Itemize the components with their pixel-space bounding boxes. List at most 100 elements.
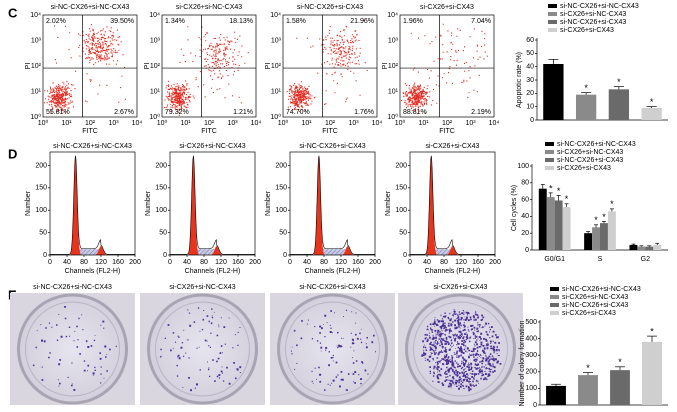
y-tick-label: 10⁴ (149, 12, 160, 19)
legend-swatch (548, 20, 557, 24)
colonies (421, 309, 502, 392)
significance-mark: * (610, 199, 614, 209)
x-tick-label: 10⁴ (251, 120, 262, 127)
x-tick-label: 10² (325, 120, 336, 127)
legend-swatch (550, 303, 559, 307)
y-tick-label: 50 (399, 229, 407, 236)
bar (645, 246, 654, 250)
y-tick-label: 200 (35, 162, 47, 169)
dish-rim (147, 293, 258, 405)
bar (610, 370, 630, 405)
bar (600, 223, 608, 250)
legend-swatch (545, 150, 554, 154)
g2-peak (95, 246, 107, 255)
y-tick-label: 10² (388, 63, 399, 70)
panel-label: C (8, 5, 18, 20)
y-tick-label: 100 (525, 385, 537, 392)
y-axis-label: PI (25, 63, 32, 70)
x-tick-label: 10³ (108, 120, 119, 127)
dish-inner (413, 301, 508, 397)
x-tick-label: 80 (440, 259, 448, 266)
significance-mark: * (586, 363, 590, 373)
x-tick-label: 10³ (227, 120, 238, 127)
significance-mark: * (584, 83, 588, 93)
y-tick-label: 80 (521, 180, 529, 187)
plot-title: si-NC-CX26+si-CX43 (297, 4, 363, 11)
y-tick-label: 200 (525, 369, 537, 376)
g2-peak (342, 246, 353, 255)
fit-curve (410, 155, 495, 255)
event-dots (400, 23, 488, 115)
y-tick-label: 10³ (150, 37, 161, 44)
x-tick-label: 10⁰ (157, 119, 168, 127)
x-tick-label: G0/G1 (544, 256, 565, 263)
bar (546, 385, 566, 405)
y-axis-label: Number (385, 190, 392, 216)
x-tick-label: 10³ (348, 120, 359, 127)
y-tick-label: 0 (533, 402, 537, 409)
x-axis-label: FITC (201, 128, 217, 135)
g2-peak (447, 246, 458, 255)
y-tick-label: 20 (521, 230, 529, 237)
quadrant-label: 2.02% (46, 18, 66, 25)
y-axis-label: Cell cycles (%) (511, 185, 518, 231)
y-tick-label: 100 (517, 163, 529, 170)
y-tick-label: 10⁴ (270, 12, 281, 19)
legend-label: si-NC-CX26+si-NC-CX43 (562, 286, 641, 293)
x-tick-label: 0 (48, 259, 52, 266)
bar (584, 233, 593, 250)
dish-rim (277, 293, 388, 405)
y-tick-label: 100 (35, 207, 47, 214)
image-title: si-CX26+si-NC-CX43 (169, 284, 235, 291)
x-tick-label: 40 (63, 259, 71, 266)
legend-label: si-CX26+si-NC-CX43 (557, 149, 623, 156)
x-axis-label: FITC (439, 128, 455, 135)
legend-swatch (550, 295, 559, 299)
x-tick-label: 0 (288, 259, 292, 266)
y-tick-label: 30 (526, 77, 534, 84)
y-axis-label: Number (265, 190, 272, 216)
bar (543, 64, 564, 120)
x-tick-label: 80 (200, 259, 208, 266)
x-axis-label: Channels (FL2-H) (305, 268, 361, 275)
legend-label: si-CX26+si-CX43 (562, 310, 616, 317)
fit-curve (170, 155, 255, 255)
y-tick-label: 50 (39, 229, 47, 236)
quadrant-label: 1.58% (286, 18, 306, 25)
y-axis-label: Number (145, 190, 152, 216)
bar (578, 375, 598, 405)
bar (629, 244, 638, 250)
y-axis-label: Number (25, 190, 32, 216)
y-tick-label: 50 (159, 229, 167, 236)
event-dots (44, 24, 126, 114)
significance-mark: * (618, 357, 622, 367)
x-tick-label: 120 (455, 259, 467, 266)
hatched-region (75, 249, 101, 255)
legend-swatch (550, 311, 559, 315)
quadrant-label: 1.34% (165, 18, 185, 25)
dish-inner (25, 301, 120, 397)
significance-mark: * (594, 215, 598, 225)
x-tick-label: 120 (215, 259, 227, 266)
significance-mark: * (650, 326, 654, 336)
y-tick-label: 10⁰ (270, 113, 281, 121)
legend-label: si-NC-CX26+si-NC-CX43 (557, 141, 636, 148)
legend-swatch (548, 4, 557, 8)
legend-label: si-CX26+si-NC-CX43 (560, 11, 626, 18)
x-tick-label: 10⁴ (489, 120, 500, 127)
quadrant-label: 1.76% (354, 109, 374, 116)
bar (607, 211, 616, 250)
y-tick-label: 10³ (388, 37, 399, 44)
legend-swatch (548, 28, 557, 32)
y-tick-label: 10 (526, 104, 534, 111)
y-tick-label: 0 (163, 252, 167, 259)
y-tick-label: 150 (395, 185, 407, 192)
g1-peak (426, 156, 437, 255)
plot-title: si-NC-CX26+si-NC-CX43 (51, 4, 130, 11)
y-tick-label: 0 (525, 247, 529, 254)
y-tick-label: 0 (530, 117, 534, 124)
x-tick-label: 80 (320, 259, 328, 266)
x-tick-label: 10⁴ (372, 120, 383, 127)
plot-title: si-CX26+si-CX43 (426, 143, 480, 150)
